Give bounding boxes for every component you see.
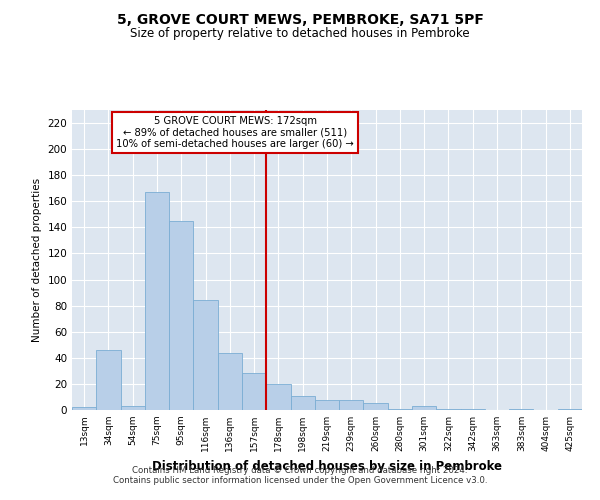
Text: 5 GROVE COURT MEWS: 172sqm
← 89% of detached houses are smaller (511)
10% of sem: 5 GROVE COURT MEWS: 172sqm ← 89% of deta… [116, 116, 354, 149]
Bar [461, 408, 485, 410]
Text: Size of property relative to detached houses in Pembroke: Size of property relative to detached ho… [130, 28, 470, 40]
Bar [169, 221, 193, 410]
Bar [193, 300, 218, 410]
Bar [145, 192, 169, 410]
Bar [242, 374, 266, 410]
Bar [364, 404, 388, 410]
Bar [388, 408, 412, 410]
Text: 5, GROVE COURT MEWS, PEMBROKE, SA71 5PF: 5, GROVE COURT MEWS, PEMBROKE, SA71 5PF [116, 12, 484, 26]
Bar [96, 350, 121, 410]
Bar [315, 400, 339, 410]
Bar [339, 400, 364, 410]
Bar [558, 408, 582, 410]
Bar [436, 408, 461, 410]
X-axis label: Distribution of detached houses by size in Pembroke: Distribution of detached houses by size … [152, 460, 502, 472]
Bar [121, 406, 145, 410]
Bar [290, 396, 315, 410]
Bar [412, 406, 436, 410]
Y-axis label: Number of detached properties: Number of detached properties [32, 178, 42, 342]
Bar [509, 408, 533, 410]
Bar [266, 384, 290, 410]
Bar [72, 408, 96, 410]
Text: Contains HM Land Registry data © Crown copyright and database right 2024.
Contai: Contains HM Land Registry data © Crown c… [113, 466, 487, 485]
Bar [218, 352, 242, 410]
